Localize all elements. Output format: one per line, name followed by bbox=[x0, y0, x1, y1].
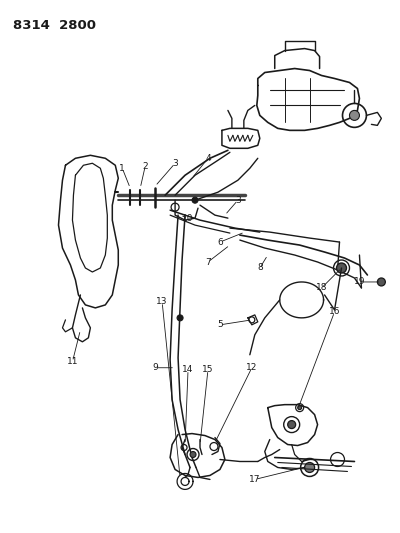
Text: 14: 14 bbox=[182, 365, 194, 374]
Text: 10: 10 bbox=[182, 214, 194, 223]
Circle shape bbox=[350, 110, 360, 120]
Circle shape bbox=[190, 451, 196, 457]
Circle shape bbox=[177, 315, 183, 321]
Text: 9: 9 bbox=[152, 363, 158, 372]
Text: 6: 6 bbox=[217, 238, 223, 247]
Circle shape bbox=[192, 197, 198, 203]
Text: 3: 3 bbox=[235, 196, 241, 205]
Text: 19: 19 bbox=[354, 278, 365, 286]
Text: 4: 4 bbox=[205, 154, 211, 163]
Text: 3: 3 bbox=[172, 159, 178, 168]
Text: 12: 12 bbox=[246, 363, 258, 372]
Text: 7: 7 bbox=[205, 257, 211, 266]
Text: 17: 17 bbox=[249, 475, 260, 484]
Circle shape bbox=[336, 263, 346, 273]
Text: 8: 8 bbox=[257, 263, 263, 272]
Text: 11: 11 bbox=[67, 357, 78, 366]
Text: 1: 1 bbox=[119, 164, 125, 173]
Text: 16: 16 bbox=[329, 308, 340, 317]
Text: 8314  2800: 8314 2800 bbox=[13, 19, 96, 31]
Circle shape bbox=[305, 463, 315, 472]
Circle shape bbox=[298, 406, 302, 410]
Text: 5: 5 bbox=[217, 320, 223, 329]
Circle shape bbox=[377, 278, 385, 286]
Text: 18: 18 bbox=[316, 284, 327, 293]
Text: 15: 15 bbox=[202, 365, 214, 374]
Circle shape bbox=[288, 421, 296, 429]
Text: 2: 2 bbox=[142, 161, 148, 171]
Text: 13: 13 bbox=[156, 297, 168, 306]
